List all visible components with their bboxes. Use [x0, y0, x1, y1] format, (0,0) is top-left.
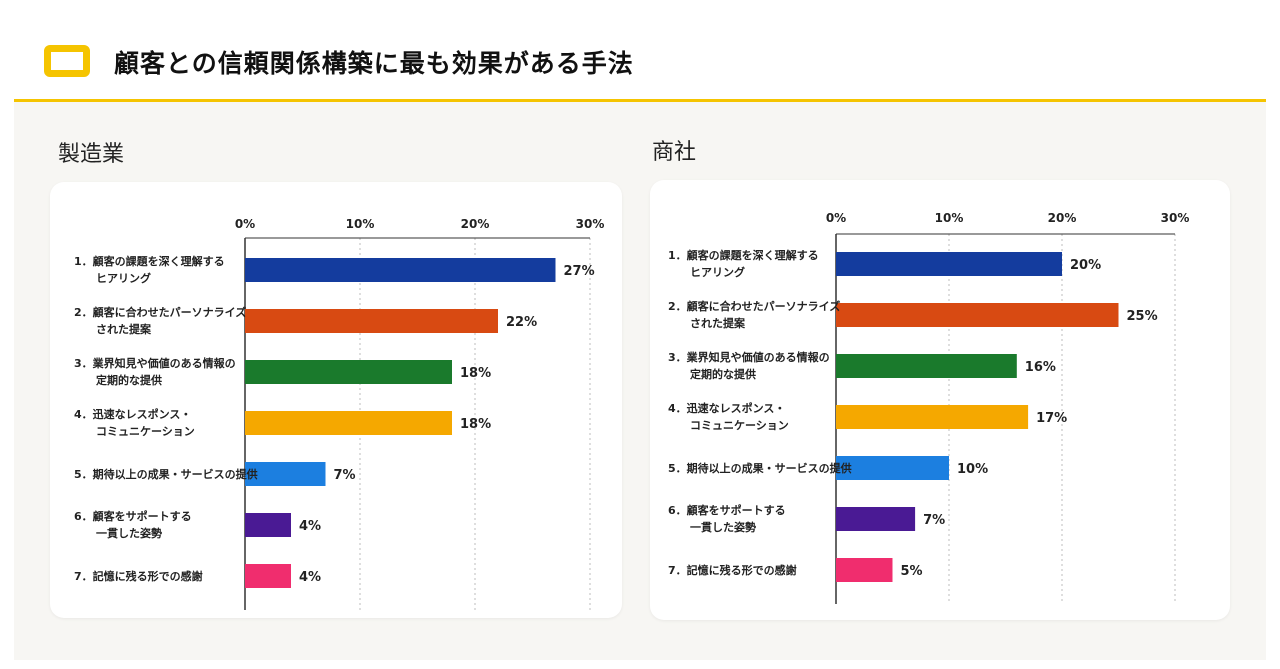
category-label: 一貫した姿勢: [96, 526, 162, 540]
bar: [245, 411, 452, 435]
data-label: 18%: [460, 366, 491, 381]
bar: [245, 258, 556, 282]
data-label: 4%: [299, 519, 321, 534]
category-label: コミュニケーション: [690, 419, 789, 432]
category-label: 6．顧客をサポートする: [74, 509, 192, 523]
data-label: 20%: [1070, 258, 1101, 273]
data-label: 5%: [901, 564, 923, 579]
category-label: 7．記憶に残る形での感謝: [668, 563, 797, 577]
category-label: ヒアリング: [690, 265, 745, 279]
data-label: 7%: [334, 468, 356, 483]
category-label: 7．記憶に残る形での感謝: [74, 569, 203, 583]
bar: [245, 513, 291, 537]
data-label: 7%: [923, 513, 945, 528]
bar: [836, 303, 1119, 327]
category-label: 5．期待以上の成果・サービスの提供: [668, 461, 852, 475]
data-label: 27%: [564, 264, 595, 279]
bar: [245, 309, 498, 333]
x-tick-label: 20%: [461, 217, 490, 231]
panel-title-trading: 商社: [652, 140, 697, 165]
bar: [836, 405, 1029, 429]
category-label: 6．顧客をサポートする: [668, 503, 786, 517]
bar: [836, 507, 916, 531]
x-tick-label: 0%: [826, 211, 846, 225]
category-label: 定期的な提供: [96, 373, 162, 387]
bar: [245, 462, 326, 486]
bar: [836, 354, 1017, 378]
category-label: 3．業界知見や価値のある情報の: [74, 356, 236, 370]
data-label: 4%: [299, 570, 321, 585]
bar: [836, 558, 893, 582]
chart-card-manufacturing: [50, 182, 622, 618]
category-label: 1．顧客の課題を深く理解する: [74, 254, 225, 268]
category-label: 1．顧客の課題を深く理解する: [668, 248, 819, 262]
data-label: 25%: [1127, 309, 1158, 324]
category-label: 2．顧客に合わせたパーソナライズ: [74, 305, 246, 319]
data-label: 17%: [1036, 411, 1067, 426]
x-tick-label: 30%: [1161, 211, 1190, 225]
category-label: された提案: [690, 316, 746, 330]
x-tick-label: 30%: [576, 217, 605, 231]
data-label: 18%: [460, 417, 491, 432]
x-tick-label: 20%: [1048, 211, 1077, 225]
category-label: 4．迅速なレスポンス・: [74, 407, 191, 421]
category-label: 一貫した姿勢: [690, 520, 756, 534]
category-label: 定期的な提供: [690, 367, 756, 381]
data-label: 10%: [957, 462, 988, 477]
x-tick-label: 10%: [346, 217, 375, 231]
speech-bubble-icon: [44, 45, 90, 77]
category-label: コミュニケーション: [96, 425, 195, 438]
bar: [836, 456, 949, 480]
category-label: ヒアリング: [96, 271, 151, 285]
bar: [245, 360, 452, 384]
category-label: 3．業界知見や価値のある情報の: [668, 350, 830, 364]
panel-title-manufacturing: 製造業: [58, 142, 125, 167]
data-label: 16%: [1025, 360, 1056, 375]
page-title: 顧客との信頼関係構築に最も効果がある手法: [114, 49, 634, 78]
bar: [245, 564, 291, 588]
bar: [836, 252, 1062, 276]
category-label: された提案: [96, 322, 152, 336]
x-tick-label: 10%: [935, 211, 964, 225]
category-label: 2．顧客に合わせたパーソナライズ: [668, 299, 840, 313]
category-label: 5．期待以上の成果・サービスの提供: [74, 467, 258, 481]
data-label: 22%: [506, 315, 537, 330]
category-label: 4．迅速なレスポンス・: [668, 401, 785, 415]
header: 顧客との信頼関係構築に最も効果がある手法: [14, 16, 1266, 102]
x-tick-label: 0%: [235, 217, 255, 231]
